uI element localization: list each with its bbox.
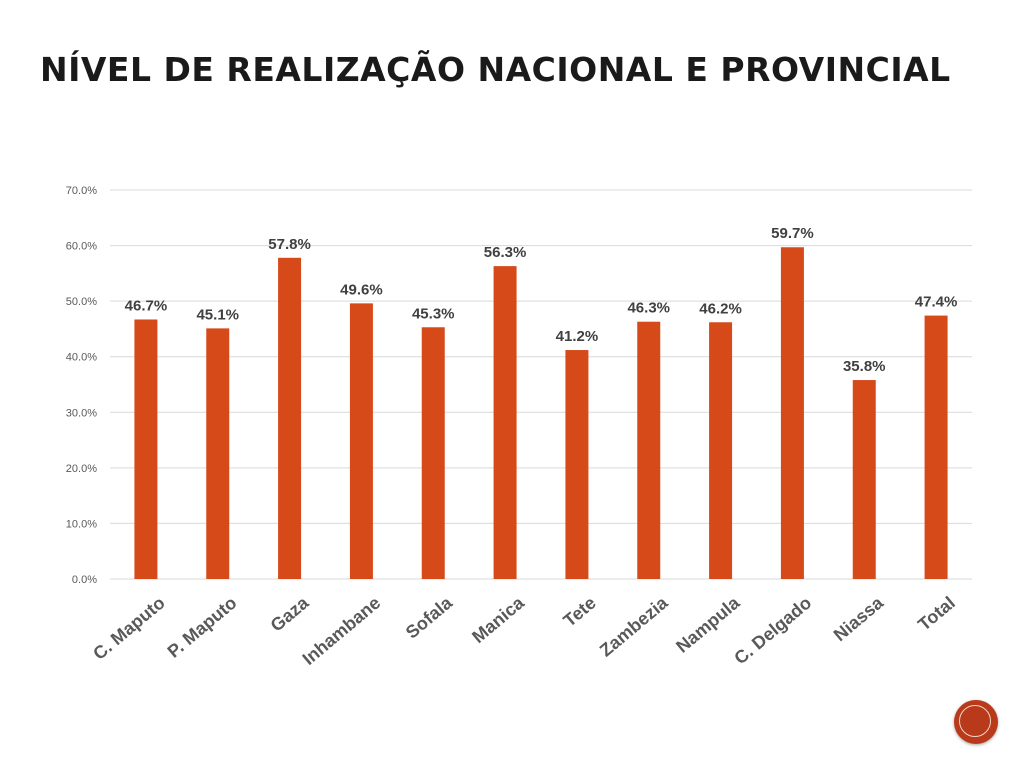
bar (278, 257, 302, 579)
data-label: 35.8% (843, 358, 886, 375)
y-tick-label: 30.0% (66, 407, 97, 419)
bar (206, 328, 230, 579)
bar (637, 321, 661, 579)
chart-bars (134, 247, 948, 579)
data-label: 49.6% (340, 281, 383, 298)
y-tick-label: 0.0% (72, 574, 97, 586)
data-label: 46.7% (125, 297, 168, 314)
bar (709, 322, 733, 579)
x-tick-label: Niassa (830, 592, 888, 645)
x-tick-label: Gaza (267, 592, 314, 636)
y-tick-label: 40.0% (66, 352, 97, 364)
bar (852, 380, 876, 579)
data-label: 56.3% (484, 244, 527, 261)
x-tick-label: Manica (468, 592, 528, 647)
circle-next-icon[interactable] (954, 700, 998, 744)
y-tick-label: 70.0% (66, 185, 97, 197)
x-tick-label: Zambezia (596, 592, 672, 661)
bar (780, 247, 804, 579)
data-label: 45.1% (196, 306, 239, 323)
bar (349, 303, 373, 579)
chart-data-labels: 46.7% 45.1% 57.8% 49.6% 45.3% 56.3% 41.2% 46.3%… (125, 225, 958, 375)
data-label: 57.8% (268, 236, 311, 253)
y-tick-label: 60.0% (66, 241, 97, 253)
x-tick-label: C. Maputo (89, 593, 169, 664)
bar (134, 319, 158, 579)
nav-button-ring (959, 705, 991, 737)
bar (924, 315, 948, 579)
bar (421, 327, 445, 579)
data-label: 46.2% (699, 300, 742, 317)
y-tick-label: 20.0% (66, 463, 97, 475)
x-tick-label: Sofala (402, 592, 457, 643)
x-tick-label: Total (914, 593, 959, 635)
x-tick-label: Inhambane (299, 593, 385, 669)
data-label: 47.4% (915, 294, 958, 311)
y-tick-label: 10.0% (66, 518, 97, 530)
data-label: 41.2% (556, 328, 599, 345)
bar (565, 350, 589, 579)
page-title: NÍVEL DE REALIZAÇÃO NACIONAL E PROVINCIA… (40, 50, 951, 89)
y-tick-label: 50.0% (66, 296, 97, 308)
x-tick-label: Nampula (672, 592, 744, 657)
x-tick-label: C. Delgado (730, 593, 815, 669)
y-axis-tick-labels: 0.0% 10.0% 20.0% 30.0% 40.0% 50.0% 60.0% 70.0% (66, 185, 97, 586)
x-tick-label: Tete (560, 593, 600, 631)
chart-gridlines (110, 189, 972, 580)
data-label: 59.7% (771, 225, 814, 242)
bar (493, 266, 517, 579)
x-tick-label: P. Maputo (164, 593, 241, 662)
data-label: 46.3% (627, 300, 670, 317)
data-label: 45.3% (412, 305, 455, 322)
